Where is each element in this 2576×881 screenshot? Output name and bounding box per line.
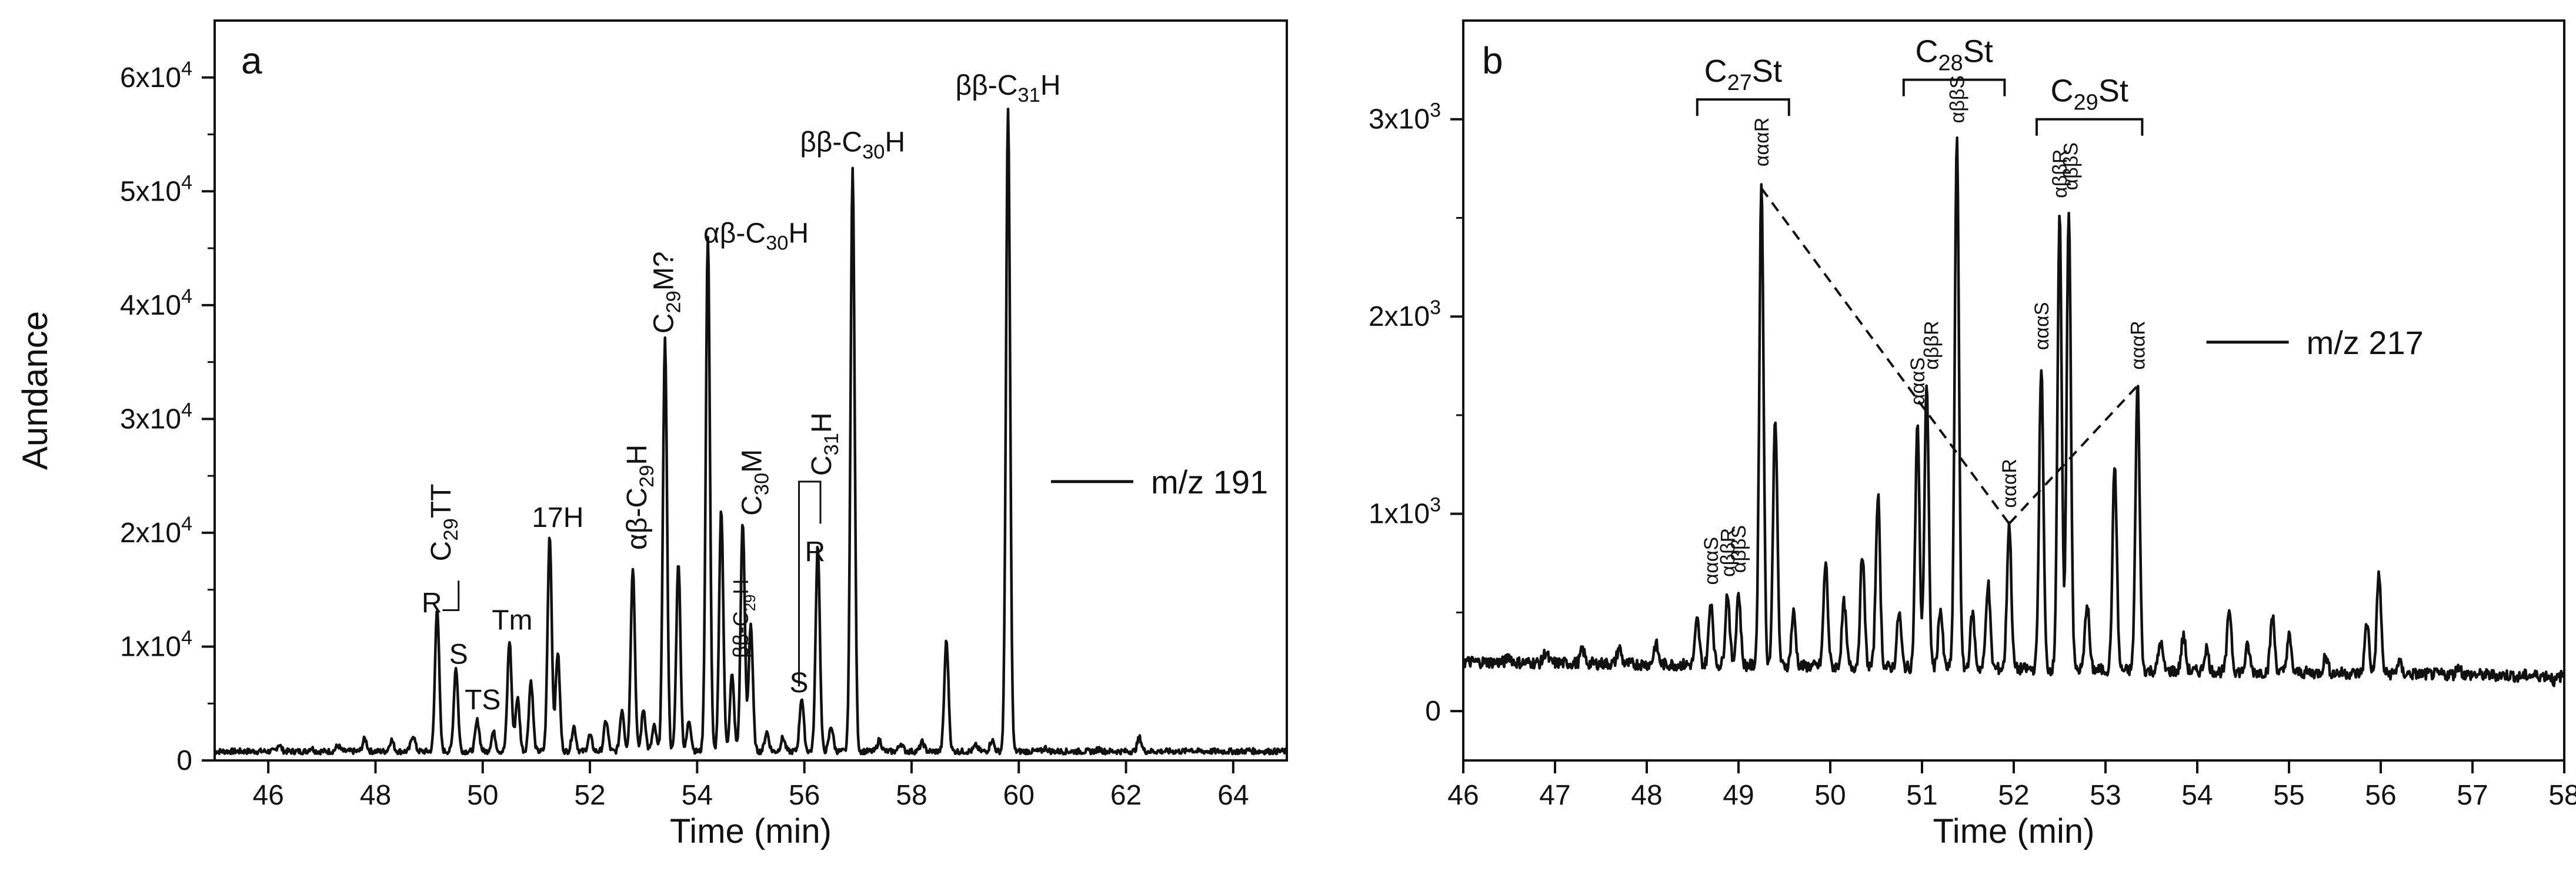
x-tick-label: 47 — [1539, 780, 1570, 811]
peak-label: αααS — [1907, 358, 1929, 406]
peak-label: αββS — [2060, 142, 2083, 190]
peak-annotation: Tm — [492, 605, 532, 636]
peak-annotation: ββ-C29H — [729, 579, 759, 658]
peak-label: αααR — [1998, 459, 2021, 508]
x-tick-label: 54 — [682, 780, 713, 811]
plot-frame — [213, 19, 1288, 762]
panel-a: 46 48 50 52 54 56 58 60 62 64 0 1x104 2x104 3x104 4x10… — [15, 19, 1289, 850]
y-tick-label: 3x103 — [1369, 99, 1441, 135]
peak-annotation: R — [805, 536, 826, 568]
legend-label: m/z 217 — [2307, 324, 2424, 361]
y-axis-label: Aundance — [15, 311, 55, 470]
x-tick-label: 49 — [1723, 780, 1754, 811]
peak-annotation: αβ-C30H — [703, 218, 809, 254]
trend-dashed-line — [1760, 187, 2010, 525]
x-tick-label: 60 — [1003, 780, 1035, 811]
group-label: C28St — [1915, 34, 1993, 76]
y-tick-label: 1x103 — [1369, 494, 1441, 530]
x-tick-label: 52 — [574, 780, 605, 811]
panel-b: 46 47 48 49 50 51 52 53 54 55 56 57 58 0 1x103 2x103 3x1… — [1369, 19, 2576, 850]
peak-annotation: R — [422, 588, 442, 619]
panel-letter: a — [241, 39, 262, 82]
x-axis-label: Time (min) — [670, 812, 832, 850]
y-tick-label: 2x104 — [120, 513, 192, 549]
x-tick-label: 48 — [1631, 780, 1662, 811]
x-tick-label: 50 — [1814, 780, 1846, 811]
peak-label: αββS — [1728, 525, 1750, 573]
y-tick-label: 3x104 — [120, 399, 192, 435]
peak-annotation: C29TT — [426, 484, 462, 562]
peak-label: αββR — [1717, 528, 1739, 577]
group-label: C29St — [2051, 74, 2128, 115]
peak-label: αββR — [2049, 149, 2071, 198]
peak-label: αββR — [1921, 321, 1943, 369]
x-tick-label: 54 — [2181, 780, 2213, 811]
y-tick-label: 5x104 — [120, 171, 192, 207]
group-bracket — [1902, 78, 2006, 96]
y-tick-label: 4x104 — [120, 285, 192, 321]
x-tick-label: 52 — [1998, 780, 2029, 811]
peak-label: αααR — [2127, 321, 2150, 370]
peak-annotation: αβ-C29H — [622, 445, 658, 550]
legend-label: m/z 191 — [1151, 463, 1268, 500]
peak-annotation: C29M? — [648, 251, 685, 333]
group-bracket — [2036, 118, 2144, 136]
x-axis-label: Time (min) — [1933, 812, 2095, 850]
x-tick-label: 46 — [252, 780, 283, 811]
peak-annotation: 17H — [532, 502, 583, 533]
trend-dashed-line — [2008, 385, 2139, 525]
peak-annotation: ββ-C30H — [800, 127, 905, 163]
peak-annotation: ββ-C31H — [956, 70, 1061, 106]
y-tick-label: 0 — [1425, 696, 1441, 727]
x-tick-label: 57 — [2457, 780, 2488, 811]
x-tick-label: 50 — [467, 780, 498, 811]
x-tick-label: 53 — [2090, 780, 2121, 811]
x-tick-label: 58 — [896, 780, 927, 811]
y-tick-label: 6x104 — [120, 58, 192, 94]
peak-label: αααS — [2031, 302, 2053, 351]
x-tick-label: 55 — [2273, 780, 2304, 811]
peak-label: αββS — [1946, 75, 1968, 123]
x-tick-label: 48 — [360, 780, 391, 811]
x-tick-label: 56 — [2365, 780, 2396, 811]
peak-annotation: S — [449, 639, 468, 670]
peak-annotation: C30M — [737, 449, 773, 516]
peak-label: αααS — [1700, 537, 1723, 585]
x-tick-label: 51 — [1906, 780, 1937, 811]
x-tick-label: 46 — [1447, 780, 1479, 811]
y-tick-label: 2x103 — [1369, 296, 1441, 332]
pair-bracket — [442, 580, 460, 612]
x-tick-label: 62 — [1110, 780, 1142, 811]
y-tick-label: 0 — [176, 745, 192, 776]
chromatogram-trace — [213, 108, 1289, 756]
y-tick-label: 1x104 — [120, 626, 192, 662]
panel-letter: b — [1482, 39, 1503, 82]
group-label: C27St — [1704, 54, 1782, 95]
peak-annotation: TS — [465, 685, 500, 716]
x-tick-label: 64 — [1217, 780, 1249, 811]
pair-bracket — [798, 480, 822, 687]
x-tick-label: 56 — [789, 780, 820, 811]
chromatogram-trace — [1461, 136, 2566, 688]
group-bracket — [1696, 98, 1790, 116]
x-tick-label: 58 — [2548, 780, 2576, 811]
peak-label: αααR — [1751, 118, 1773, 167]
peak-annotation: C31H — [806, 412, 843, 476]
